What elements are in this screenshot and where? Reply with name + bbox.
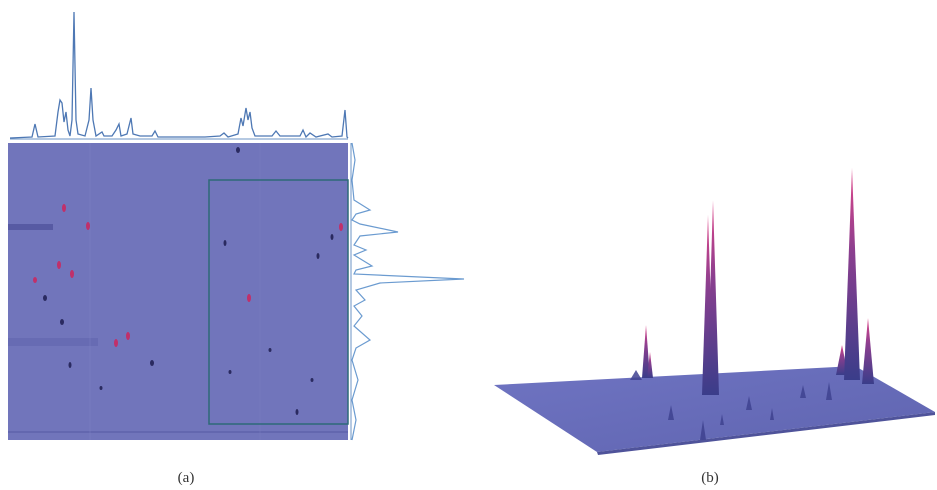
heatmap: [8, 143, 349, 440]
panel-label: (a): [178, 470, 195, 486]
side-trace: [350, 142, 465, 441]
panel-label: (b): [701, 470, 719, 486]
top-trace: [9, 11, 349, 140]
surface-3d: [494, 168, 935, 455]
